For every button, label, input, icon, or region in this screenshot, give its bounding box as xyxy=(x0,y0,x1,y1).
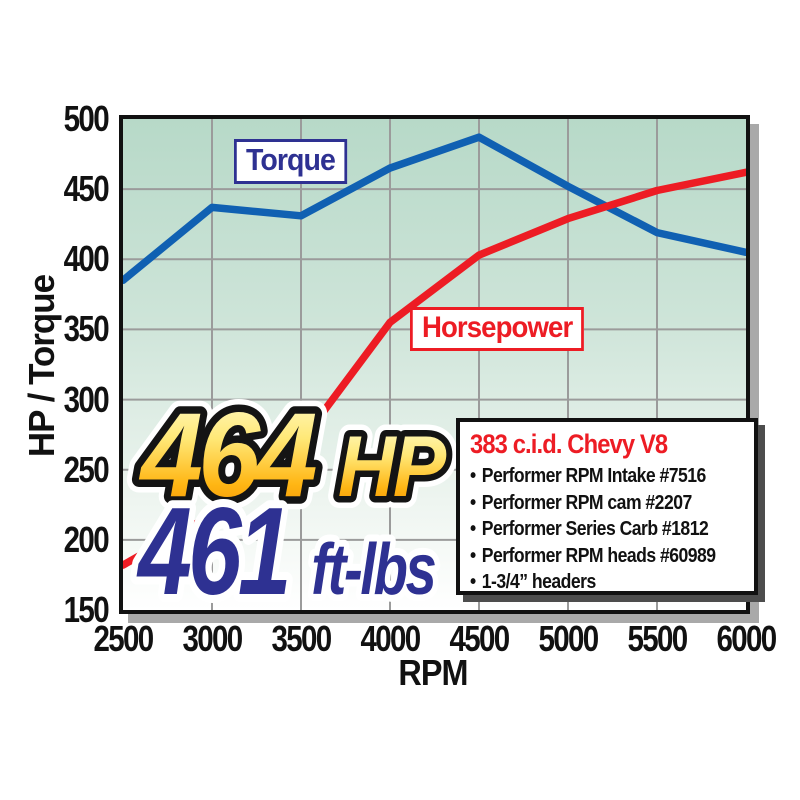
hp-big-value-halo: 464 xyxy=(139,387,316,522)
y-tick-250: 250 xyxy=(63,448,110,490)
spec-list: Performer RPM Intake #7516Performer RPM … xyxy=(470,463,746,596)
hp-big-value: 464 xyxy=(139,387,316,522)
spec-item: Performer Series Carb #1812 xyxy=(470,516,713,543)
horsepower-label-box: Horsepower xyxy=(410,307,585,351)
x-tick-4500: 4500 xyxy=(449,618,510,659)
spec-box: 383 c.i.d. Chevy V8 Performer RPM Intake… xyxy=(456,418,758,595)
tq-big-unit: ft-lbs xyxy=(311,529,435,609)
y-tick-300: 300 xyxy=(63,378,110,420)
torque-headline: 461 ft-lbs 461 ft-lbs xyxy=(129,474,443,628)
plot-area: Torque Horsepower 464 HP 464 HP xyxy=(119,115,758,628)
hp-big-unit-halo: HP xyxy=(338,418,447,514)
y-tick-150: 150 xyxy=(63,589,110,630)
hp-headline: 464 HP 464 HP xyxy=(126,375,461,535)
spec-title: 383 c.i.d. Chevy V8 xyxy=(470,429,668,459)
y-tick-500: 500 xyxy=(63,98,110,139)
x-tick-3500: 3500 xyxy=(271,618,332,659)
x-tick-4000: 4000 xyxy=(360,618,421,659)
spec-item: 1-3/4” headers xyxy=(470,569,713,596)
tq-big-value-halo: 461 xyxy=(136,481,287,620)
y-tick-400: 400 xyxy=(63,238,110,280)
torque-label: Torque xyxy=(245,142,336,177)
tq-big-unit-halo: ft-lbs xyxy=(311,529,435,609)
x-tick-3000: 3000 xyxy=(182,618,243,659)
x-axis-title: RPM xyxy=(398,652,468,693)
x-tick-5500: 5500 xyxy=(627,618,688,659)
y-tick-200: 200 xyxy=(63,518,110,560)
x-tick-6000: 6000 xyxy=(716,618,777,659)
spec-item: Performer RPM cam #2207 xyxy=(470,490,713,517)
chart-svg xyxy=(123,119,746,610)
horsepower-label: Horsepower xyxy=(421,311,573,344)
y-tick-350: 350 xyxy=(63,308,110,350)
spec-item: Performer RPM Intake #7516 xyxy=(470,463,713,490)
torque-label-box: Torque xyxy=(234,139,347,184)
spec-item: Performer RPM heads #60989 xyxy=(470,543,716,570)
x-tick-5000: 5000 xyxy=(538,618,599,659)
tq-big-value: 461 xyxy=(136,481,287,620)
hp-big-unit: HP xyxy=(338,418,447,514)
horsepower-curve xyxy=(123,168,746,569)
y-tick-450: 450 xyxy=(63,168,110,210)
x-tick-2500: 2500 xyxy=(93,618,154,659)
torque-curve xyxy=(123,133,746,285)
